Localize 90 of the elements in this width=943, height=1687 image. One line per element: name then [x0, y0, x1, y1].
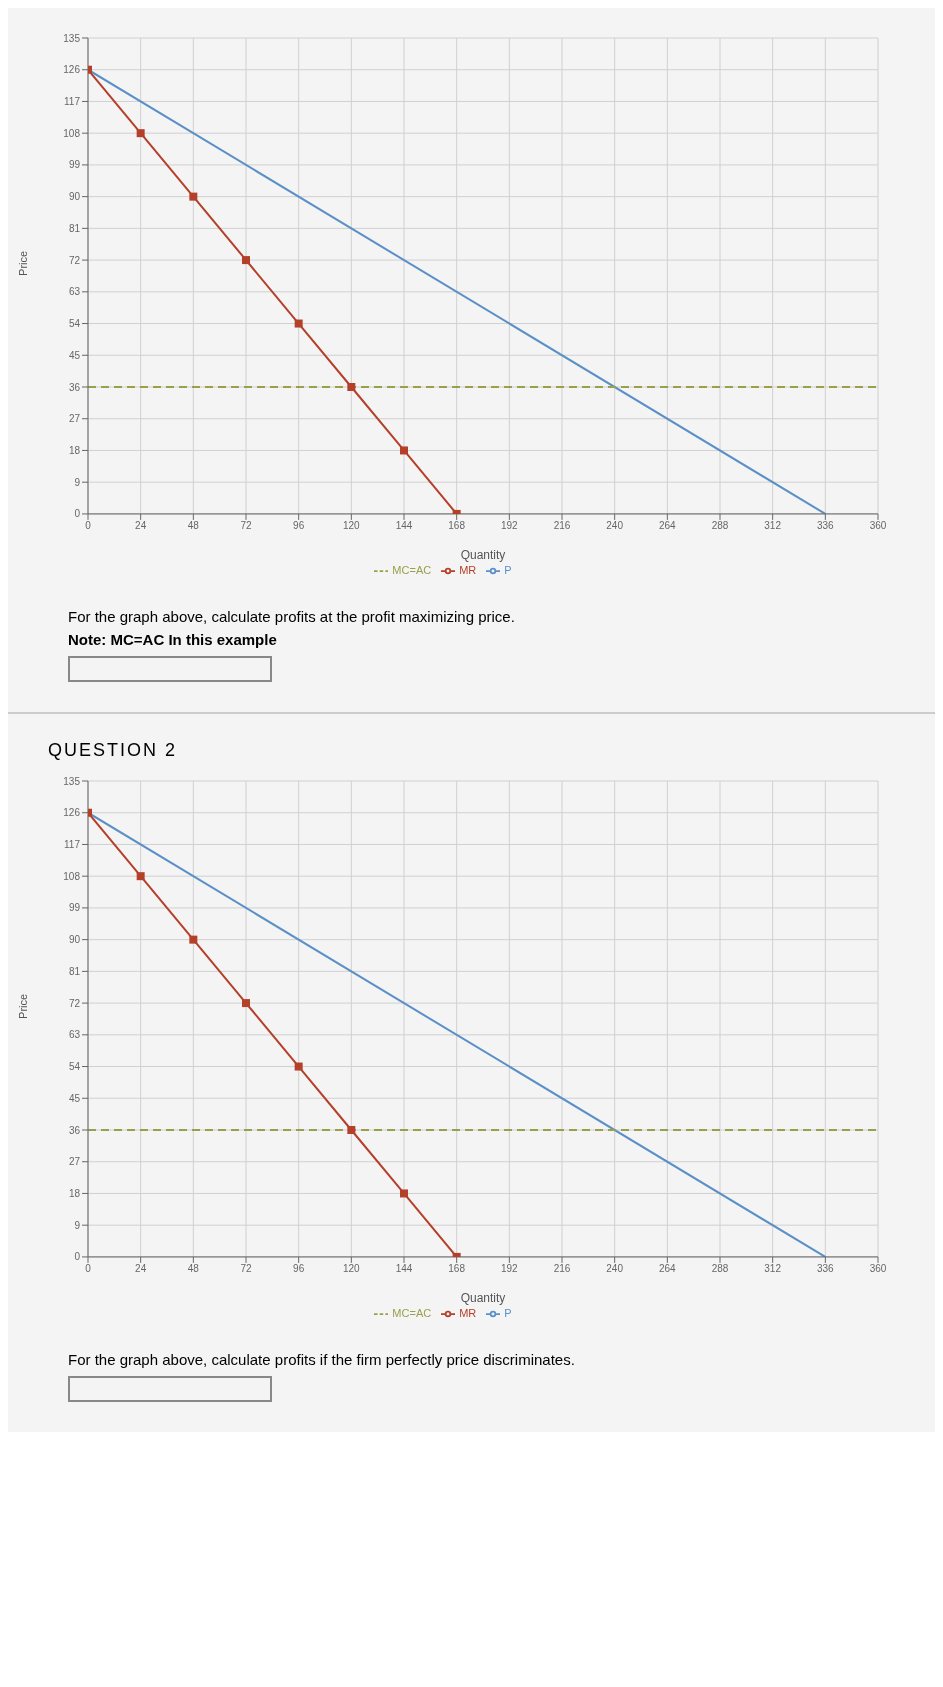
y-tick-label: 81: [68, 965, 81, 977]
point: [294, 1062, 303, 1071]
y-tick-label: 27: [68, 413, 81, 425]
x-tick-label: 0: [85, 1263, 92, 1275]
point: [242, 999, 250, 1008]
y-tick-label: 99: [68, 902, 81, 914]
x-tick-label: 192: [500, 1263, 519, 1275]
point: [347, 383, 356, 391]
x-tick-label: 360: [869, 1263, 887, 1275]
x-tick-label: 144: [395, 1263, 413, 1275]
x-tick-label: 336: [816, 1263, 835, 1275]
y-tick-label: 135: [63, 32, 81, 44]
point: [242, 256, 250, 265]
y-tick-label: 45: [68, 1092, 81, 1104]
y-tick-label: 45: [68, 349, 81, 361]
y-tick-label: 36: [68, 381, 81, 393]
x-tick-label: 264: [658, 1263, 677, 1275]
point: [136, 872, 145, 881]
x-tick-label: 120: [342, 1263, 361, 1275]
y-tick-label: 117: [64, 96, 81, 107]
x-tick-label: 312: [764, 520, 782, 532]
y-tick-label: 18: [68, 445, 81, 456]
y-tick-label: 117: [64, 839, 81, 850]
y-tick-label: 135: [63, 775, 81, 787]
legend-label: MR: [459, 1306, 477, 1319]
x-tick-label: 336: [816, 520, 835, 532]
legend-label: P: [504, 563, 512, 576]
x-tick-label: 120: [342, 520, 361, 532]
y-axis-title: Price: [16, 993, 29, 1019]
x-tick-label: 48: [187, 520, 200, 532]
y-tick-label: 36: [68, 1124, 81, 1136]
x-tick-label: 72: [240, 520, 252, 532]
y-tick-label: 126: [63, 64, 81, 76]
text: For the graph above, calculate profits if the firm perfectly price discriminates.: [68, 1351, 576, 1368]
x-tick-label: 288: [711, 1263, 729, 1275]
x-tick-label: 240: [606, 520, 624, 532]
point: [294, 319, 303, 328]
y-tick-label: 72: [68, 997, 81, 1009]
y-tick-label: 126: [63, 807, 81, 819]
y-tick-label: 18: [68, 1188, 81, 1199]
y-tick-label: 108: [63, 870, 81, 882]
x-tick-label: 0: [85, 520, 92, 532]
x-tick-label: 96: [293, 520, 305, 532]
point: [136, 129, 145, 138]
x-tick-label: 144: [395, 520, 413, 532]
legend-label: MR: [459, 563, 477, 576]
x-tick-label: 360: [869, 520, 887, 532]
y-tick-label: 9: [74, 476, 81, 488]
y-tick-label: 0: [74, 1251, 81, 1263]
x-tick-label: 72: [240, 1263, 252, 1275]
x-tick-label: 216: [553, 520, 571, 532]
chart-title: QUESTION 2: [48, 740, 179, 761]
y-tick-label: 72: [68, 254, 81, 266]
x-tick-label: 96: [293, 1263, 305, 1275]
x-tick-label: 192: [500, 520, 519, 532]
y-tick-label: 90: [68, 934, 81, 946]
x-tick-label: 264: [658, 520, 677, 532]
y-tick-label: 81: [68, 222, 81, 234]
y-axis-title: Price: [16, 250, 29, 276]
y-tick-label: 9: [74, 1219, 81, 1231]
y-tick-label: 63: [68, 286, 81, 298]
legend-label: P: [504, 1306, 512, 1319]
text: Note: MC=AC In this example: [68, 631, 278, 648]
text: For the graph above, calculate profits at the profit maximizing price.: [68, 608, 516, 625]
y-tick-label: 0: [74, 508, 81, 520]
x-tick-label: 312: [764, 1263, 782, 1275]
point: [189, 935, 198, 944]
y-tick-label: 63: [68, 1029, 81, 1041]
x-axis-title: Quantity: [460, 547, 506, 562]
y-tick-label: 27: [68, 1156, 81, 1168]
x-tick-label: 288: [711, 520, 729, 532]
point: [347, 1126, 356, 1134]
point: [400, 446, 408, 455]
y-tick-label: 90: [68, 191, 81, 203]
x-tick-label: 24: [135, 1263, 147, 1275]
point: [400, 1189, 408, 1198]
y-tick-label: 54: [68, 1061, 81, 1073]
x-tick-label: 48: [187, 1263, 200, 1275]
legend-label: MC=AC: [392, 1306, 432, 1319]
y-tick-label: 99: [68, 159, 81, 171]
x-tick-label: 240: [606, 1263, 624, 1275]
x-tick-label: 168: [448, 520, 466, 532]
legend-label: MC=AC: [392, 563, 432, 576]
point: [189, 192, 198, 201]
y-tick-label: 108: [63, 127, 81, 139]
x-tick-label: 216: [553, 1263, 571, 1275]
x-tick-label: 168: [448, 1263, 466, 1275]
x-axis-title: Quantity: [460, 1290, 506, 1305]
y-tick-label: 54: [68, 318, 81, 330]
x-tick-label: 24: [135, 520, 147, 532]
